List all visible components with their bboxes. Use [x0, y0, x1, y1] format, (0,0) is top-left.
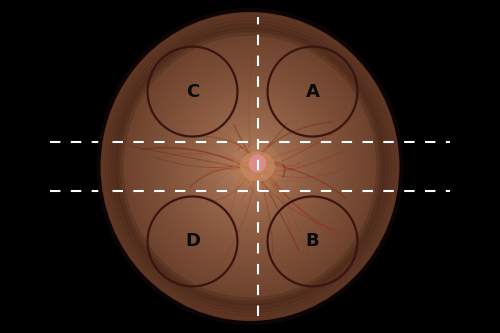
Ellipse shape	[106, 18, 394, 315]
Ellipse shape	[102, 14, 398, 319]
Ellipse shape	[104, 16, 396, 317]
Ellipse shape	[138, 51, 362, 282]
Ellipse shape	[232, 145, 282, 188]
Text: D: D	[185, 232, 200, 250]
Ellipse shape	[186, 100, 314, 233]
Ellipse shape	[199, 114, 301, 219]
Ellipse shape	[204, 120, 296, 213]
Ellipse shape	[244, 161, 256, 172]
Ellipse shape	[132, 45, 368, 288]
Ellipse shape	[229, 145, 271, 188]
Ellipse shape	[157, 71, 343, 262]
Ellipse shape	[98, 10, 402, 323]
Ellipse shape	[144, 57, 356, 276]
Ellipse shape	[110, 22, 390, 311]
Ellipse shape	[224, 139, 276, 194]
Ellipse shape	[161, 75, 339, 258]
Ellipse shape	[170, 84, 330, 249]
Ellipse shape	[134, 47, 366, 286]
Ellipse shape	[193, 108, 307, 225]
Text: C: C	[186, 83, 199, 101]
Ellipse shape	[156, 69, 344, 264]
Ellipse shape	[233, 149, 267, 184]
Ellipse shape	[240, 152, 275, 181]
Ellipse shape	[108, 20, 392, 313]
Ellipse shape	[222, 137, 278, 196]
Ellipse shape	[190, 104, 310, 229]
Ellipse shape	[159, 73, 341, 260]
Ellipse shape	[112, 24, 388, 309]
Ellipse shape	[120, 32, 380, 301]
Ellipse shape	[163, 77, 337, 256]
Ellipse shape	[180, 94, 320, 239]
Ellipse shape	[165, 79, 335, 254]
Text: B: B	[306, 232, 320, 250]
Ellipse shape	[246, 163, 254, 170]
Ellipse shape	[100, 12, 400, 321]
Ellipse shape	[182, 96, 318, 237]
Ellipse shape	[201, 116, 299, 217]
Ellipse shape	[195, 110, 305, 223]
Ellipse shape	[216, 131, 284, 202]
Ellipse shape	[231, 147, 269, 186]
Text: A: A	[306, 83, 320, 101]
Ellipse shape	[235, 151, 265, 182]
Ellipse shape	[140, 53, 360, 280]
Ellipse shape	[236, 153, 264, 180]
Ellipse shape	[240, 157, 260, 176]
Ellipse shape	[210, 126, 290, 207]
Ellipse shape	[249, 154, 266, 172]
Ellipse shape	[214, 129, 286, 204]
Ellipse shape	[136, 49, 364, 284]
Ellipse shape	[154, 67, 346, 266]
Ellipse shape	[208, 124, 292, 209]
Ellipse shape	[168, 82, 332, 251]
Ellipse shape	[150, 63, 350, 270]
Ellipse shape	[188, 102, 312, 231]
Ellipse shape	[152, 65, 348, 268]
Ellipse shape	[142, 55, 358, 278]
Ellipse shape	[228, 143, 272, 190]
Ellipse shape	[248, 165, 252, 168]
Ellipse shape	[174, 88, 326, 245]
Ellipse shape	[123, 35, 377, 298]
Ellipse shape	[212, 128, 288, 205]
Ellipse shape	[197, 112, 303, 221]
Ellipse shape	[178, 92, 322, 241]
Ellipse shape	[172, 86, 328, 247]
Ellipse shape	[129, 41, 371, 292]
Ellipse shape	[220, 135, 280, 198]
Ellipse shape	[127, 39, 373, 294]
Ellipse shape	[118, 30, 382, 303]
Ellipse shape	[184, 98, 316, 235]
Ellipse shape	[148, 61, 352, 272]
Ellipse shape	[125, 37, 375, 296]
Ellipse shape	[206, 122, 294, 211]
Ellipse shape	[116, 28, 384, 305]
Ellipse shape	[166, 81, 334, 252]
Ellipse shape	[238, 155, 262, 178]
Ellipse shape	[242, 159, 258, 174]
Ellipse shape	[176, 90, 324, 243]
Ellipse shape	[130, 43, 370, 290]
Ellipse shape	[192, 106, 308, 227]
Ellipse shape	[226, 141, 274, 192]
Ellipse shape	[202, 118, 298, 215]
Ellipse shape	[146, 59, 354, 274]
Ellipse shape	[218, 133, 282, 200]
Ellipse shape	[121, 34, 379, 300]
Ellipse shape	[114, 26, 386, 307]
